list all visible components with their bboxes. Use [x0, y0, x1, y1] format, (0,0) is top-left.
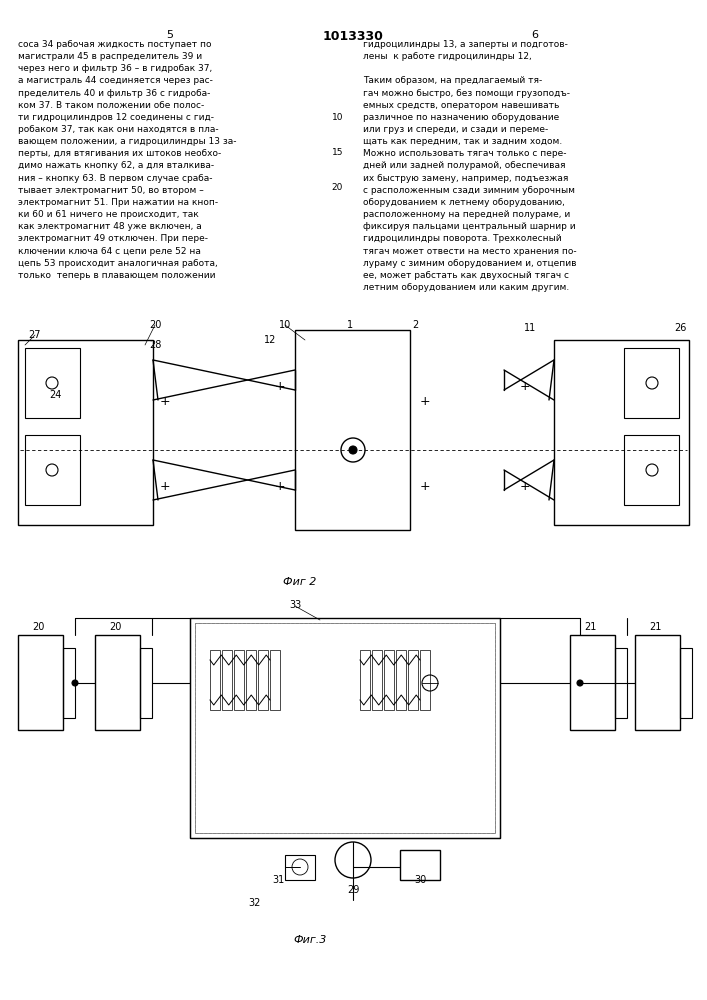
Text: 2: 2	[412, 320, 418, 330]
Text: +: +	[520, 380, 530, 393]
Text: 1013330: 1013330	[322, 30, 383, 43]
Text: +: +	[275, 480, 286, 493]
Bar	[258, 650, 268, 710]
Bar	[195, 623, 495, 833]
Text: 21: 21	[649, 622, 661, 632]
Text: гидроцилиндры 13, а заперты и подготов-
лены  к работе гидроцилиндры 12,

Таким : гидроцилиндры 13, а заперты и подготов- …	[363, 40, 577, 292]
Text: +: +	[275, 380, 286, 393]
Bar	[210, 650, 220, 710]
Text: 20: 20	[332, 183, 343, 192]
Text: 10: 10	[332, 113, 343, 122]
Bar	[63, 648, 75, 718]
Text: 27: 27	[29, 330, 41, 340]
Text: 11: 11	[524, 323, 536, 333]
Text: +: +	[420, 480, 431, 493]
Circle shape	[577, 680, 583, 686]
Text: 15: 15	[332, 148, 343, 157]
Bar	[234, 650, 244, 710]
Text: 20: 20	[32, 622, 44, 632]
Text: 30: 30	[414, 875, 426, 885]
Text: 1: 1	[347, 320, 353, 330]
Circle shape	[349, 446, 357, 454]
Bar	[400, 850, 440, 880]
Bar	[635, 635, 680, 730]
Bar	[285, 855, 315, 880]
Bar	[680, 648, 692, 718]
Bar	[18, 635, 63, 730]
Bar	[18, 340, 153, 525]
Text: Фиг 2: Фиг 2	[284, 577, 317, 587]
Bar	[270, 650, 280, 710]
Bar	[624, 435, 679, 505]
Text: 20: 20	[148, 320, 161, 330]
Bar	[246, 650, 256, 710]
Text: 24: 24	[49, 390, 62, 400]
Bar	[615, 648, 627, 718]
Text: 29: 29	[347, 885, 359, 895]
Bar	[372, 650, 382, 710]
Bar	[624, 348, 679, 418]
Text: соса 34 рабочая жидкость поступает по
магистрали 45 в распределитель 39 и
через : соса 34 рабочая жидкость поступает по ма…	[18, 40, 237, 280]
Text: +: +	[160, 395, 170, 408]
Text: 5: 5	[167, 30, 173, 40]
Bar	[195, 623, 495, 833]
Text: 20: 20	[109, 622, 121, 632]
Text: 26: 26	[674, 323, 686, 333]
Bar	[190, 618, 500, 838]
Text: 6: 6	[532, 30, 539, 40]
Text: 33: 33	[289, 600, 301, 610]
Text: 28: 28	[148, 340, 161, 350]
Bar	[295, 330, 410, 530]
Bar	[25, 348, 80, 418]
Text: 12: 12	[264, 335, 276, 345]
Bar	[570, 635, 615, 730]
Circle shape	[72, 680, 78, 686]
Text: 31: 31	[272, 875, 284, 885]
Text: 10: 10	[279, 320, 291, 330]
Bar	[95, 635, 140, 730]
Bar	[360, 650, 370, 710]
Bar	[408, 650, 418, 710]
Bar	[222, 650, 232, 710]
Bar	[25, 435, 80, 505]
Bar	[384, 650, 394, 710]
Text: Фиг.3: Фиг.3	[293, 935, 327, 945]
Bar	[140, 648, 152, 718]
Bar	[554, 340, 689, 525]
Text: 32: 32	[249, 898, 261, 908]
Text: 21: 21	[584, 622, 596, 632]
Bar	[396, 650, 406, 710]
Bar	[420, 650, 430, 710]
Text: +: +	[520, 480, 530, 493]
Text: +: +	[160, 480, 170, 493]
Text: +: +	[420, 395, 431, 408]
